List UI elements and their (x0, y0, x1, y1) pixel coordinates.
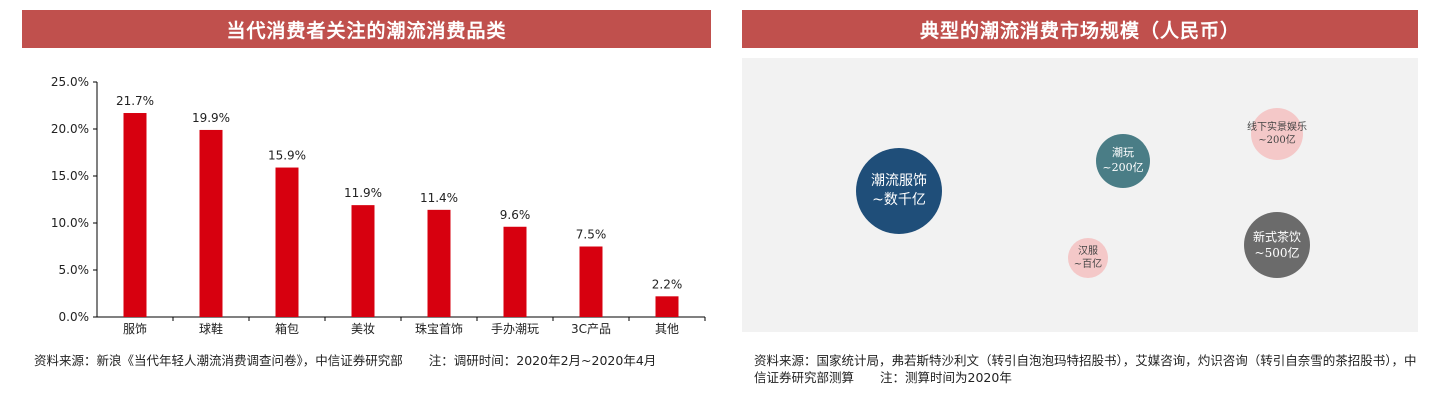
bubble-label: 潮玩 (1112, 146, 1134, 160)
y-tick-label: 0.0% (59, 310, 90, 324)
left-source-text: 资料来源：新浪《当代年轻人潮流消费调查问卷》，中信证券研究部 (34, 353, 403, 368)
x-tick-label: 其他 (655, 322, 679, 336)
bubble-value: ~500亿 (1254, 246, 1300, 260)
x-tick-label: 3C产品 (571, 322, 611, 336)
y-tick-label: 25.0% (51, 75, 89, 89)
bar (199, 129, 223, 317)
left-panel-title: 当代消费者关注的潮流消费品类 (22, 10, 711, 48)
data-label: 11.9% (344, 186, 382, 200)
data-label: 21.7% (116, 94, 154, 108)
data-label: 2.2% (652, 277, 683, 291)
x-tick-label: 球鞋 (199, 321, 223, 336)
market-size-bubble-chart: 潮流服饰 ~数千亿 潮玩 ~200亿 线下实景娱乐 ~200亿 新式茶饮 ~50… (742, 58, 1418, 332)
bar (123, 113, 147, 317)
right-panel: 典型的潮流消费市场规模（人民币） 潮流服饰 ~数千亿 潮玩 ~200亿 线下实景… (742, 10, 1418, 395)
right-note-text: 注：测算时间为2020年 (880, 370, 1012, 385)
bar (427, 209, 451, 317)
x-tick-label: 箱包 (275, 321, 299, 336)
right-source-note: 资料来源：国家统计局，弗若斯特沙利文（转引自泡泡玛特招股书），艾媒咨询，灼识咨询… (754, 352, 1424, 386)
left-panel: 当代消费者关注的潮流消费品类 0.0% 5.0% 10.0% 15.0% 20.0% 25… (22, 10, 711, 395)
x-tick-label: 服饰 (123, 322, 147, 336)
y-tick-label: 15.0% (51, 169, 89, 183)
bubble-value: ~200亿 (1258, 135, 1296, 146)
bubble-hanfu: 汉服 ~百亿 (1068, 238, 1108, 278)
bar (351, 205, 375, 317)
bubble-label: 潮流服饰 (871, 173, 927, 190)
y-tick-label: 20.0% (51, 122, 89, 136)
bar (275, 167, 299, 317)
bubble-value: ~数千亿 (872, 192, 926, 208)
data-label: 19.9% (192, 111, 230, 125)
y-tick-label: 10.0% (51, 216, 89, 230)
category-bar-chart: 0.0% 5.0% 10.0% 15.0% 20.0% 25.0% 21.7% 服饰 19.9%… (51, 75, 706, 336)
bubble-label: 线下实景娱乐 (1247, 121, 1307, 133)
x-tick-label: 手办潮玩 (491, 321, 539, 336)
bubble-value: ~200亿 (1102, 161, 1144, 174)
bubble-trendy-clothing: 潮流服饰 ~数千亿 (856, 148, 942, 234)
x-tick-label: 美妆 (351, 322, 375, 336)
left-source-note: 资料来源：新浪《当代年轻人潮流消费调查问卷》，中信证券研究部 注：调研时间：202… (34, 352, 704, 369)
data-label: 7.5% (576, 228, 607, 242)
y-tick-label: 5.0% (59, 263, 90, 277)
right-panel-title: 典型的潮流消费市场规模（人民币） (742, 10, 1418, 48)
right-source-text: 资料来源：国家统计局，弗若斯特沙利文（转引自泡泡玛特招股书），艾媒咨询，灼识咨询… (754, 353, 1417, 385)
left-note-text: 注：调研时间：2020年2月~2020年4月 (428, 353, 657, 368)
bar (579, 246, 603, 317)
bar (655, 296, 679, 317)
bubble-value: ~百亿 (1073, 259, 1103, 270)
bar (503, 226, 527, 317)
bubble-label: 新式茶饮 (1252, 229, 1301, 244)
data-label: 9.6% (500, 208, 531, 222)
bubble-new-style-tea: 新式茶饮 ~500亿 (1244, 212, 1310, 278)
x-tick-label: 珠宝首饰 (415, 322, 463, 336)
bubble-trendy-toys: 潮玩 ~200亿 (1096, 134, 1150, 188)
data-label: 15.9% (268, 149, 306, 163)
data-label: 11.4% (420, 191, 458, 205)
bubble-label: 汉服 (1078, 245, 1098, 257)
bubble-offline-entertainment: 线下实景娱乐 ~200亿 (1247, 108, 1307, 160)
